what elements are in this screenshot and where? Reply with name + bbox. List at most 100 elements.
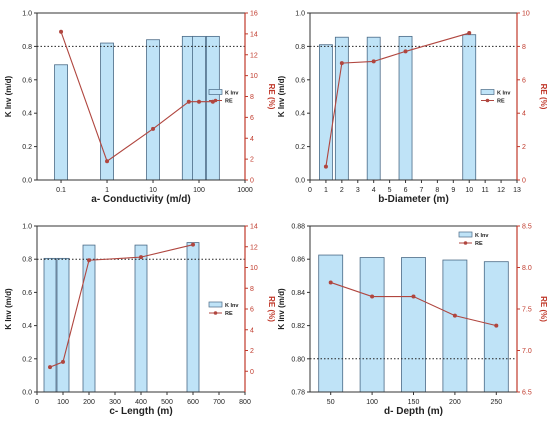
y-tick-label: 0.0 [295,178,305,185]
bar-k-inv [398,35,413,181]
y-tick-label: 0.6 [22,290,32,297]
y-tick-label: 0.82 [291,323,305,330]
y2-tick-label: 10 [250,265,258,272]
series-line-re [60,31,213,163]
point-re [467,31,472,36]
y2-tick-label: 8.0 [522,265,532,272]
bar-k-inv [82,244,96,393]
point-re [87,258,91,263]
panel-label: d- Depth (m) [384,406,443,417]
y2-axis-label: RE (%) [267,296,276,322]
y-tick-label: 0.78 [291,390,305,397]
x-tick-label: 150 [408,399,420,406]
y2-tick-label: 8 [250,286,254,293]
y2-tick-label: 2 [250,348,254,355]
panel-label: a- Conductivity (m/d) [91,194,190,205]
y2-axis-label: RE (%) [267,84,276,110]
point-re [328,280,333,285]
bar-k-inv [401,257,426,393]
y2-axis-label: RE (%) [539,296,548,322]
x-tick-label: 600 [187,399,199,406]
legend-label-re: RE [497,99,505,105]
legend: K Inv RE [458,231,489,247]
x-tick-label: 1 [324,187,328,194]
x-tick-label: 5 [388,187,392,194]
y-tick-label: 0.8 [295,44,305,51]
x-tick-label: 11 [482,187,489,194]
point-re [323,164,328,169]
legend-swatch-k-inv [208,301,223,308]
x-tick-label: 200 [449,399,461,406]
point-re [370,294,375,299]
y2-tick-label: 16 [250,11,258,18]
y-tick-label: 0.8 [22,44,32,51]
y2-tick-label: 4 [250,136,254,143]
x-tick-label: 100 [366,399,378,406]
y2-tick-label: 8.5 [522,224,532,231]
x-tick-label: 1 [105,187,109,194]
legend-label-re: RE [225,99,233,105]
point-re [411,294,416,299]
point-re [186,99,191,104]
y2-tick-label: 4 [522,111,526,118]
y2-axis-label: RE (%) [539,84,548,110]
bar-k-inv [54,64,68,181]
y-tick-label: 0.6 [22,77,32,84]
y2-tick-label: 6 [250,307,254,314]
x-tick-label: 250 [490,399,502,406]
legend-label-k-inv: K Inv [497,91,511,97]
x-tick-label: 8 [435,187,439,194]
bar-k-inv [442,259,468,393]
y-tick-label: 0.2 [295,144,305,151]
y2-tick-label: 12 [250,52,258,59]
x-tick-label: 7 [420,187,424,194]
legend-label-re: RE [475,241,483,247]
x-tick-label: 1000 [237,187,253,194]
point-re [151,126,156,131]
x-tick-label: 200 [83,399,95,406]
legend-swatch-k-inv [208,89,223,95]
legend-swatch-k-inv [480,89,495,95]
legend-label-re: RE [225,311,233,317]
bar-k-inv [359,257,385,393]
x-tick-label: 500 [161,399,173,406]
y-tick-label: 0.0 [22,178,32,185]
y-axis-label: K Inv (m/d) [277,288,286,330]
x-tick-label: 300 [109,399,121,406]
y-tick-label: 0.4 [22,323,32,330]
bar-k-inv [205,35,220,181]
y-axis-label: K Inv (m/d) [277,76,286,118]
x-tick-label: 700 [213,399,225,406]
bar-k-inv [43,257,57,393]
bar-k-inv [192,35,206,181]
y2-tick-label: 6 [522,77,526,84]
chart-panel-4: 0.78 0.80 0.82 0.84 0.86 0.88 6.5 7.0 7.5 8.0 8.5 5… [277,224,548,418]
legend: K Inv RE [480,89,511,105]
bar-k-inv [318,254,344,393]
y2-tick-label: 10 [522,11,530,18]
x-tick-label: 13 [513,187,521,194]
y-tick-label: 0.86 [291,257,305,264]
legend: K Inv RE [208,89,239,105]
y2-tick-label: 7.0 [522,348,532,355]
legend-label-k-inv: K Inv [225,303,239,309]
x-tick-label: 0.1 [56,187,66,194]
y-tick-label: 1.0 [22,224,32,231]
point-re [197,99,202,104]
point-re [139,255,143,260]
y2-tick-label: 2 [250,157,254,164]
bar-k-inv [319,44,333,181]
x-tick-label: 4 [372,187,376,194]
panel-label: c- Length (m) [109,406,172,417]
legend-marker-re [213,98,218,103]
x-tick-label: 6 [404,187,408,194]
y-tick-label: 0.88 [291,224,305,231]
legend-swatch-k-inv [458,231,473,238]
x-tick-label: 9 [451,187,455,194]
x-tick-label: 2 [340,187,344,194]
legend-marker-re [463,241,468,245]
y-tick-label: 0.6 [295,77,305,84]
y-tick-label: 0.4 [295,111,305,118]
bar-k-inv [56,257,70,393]
